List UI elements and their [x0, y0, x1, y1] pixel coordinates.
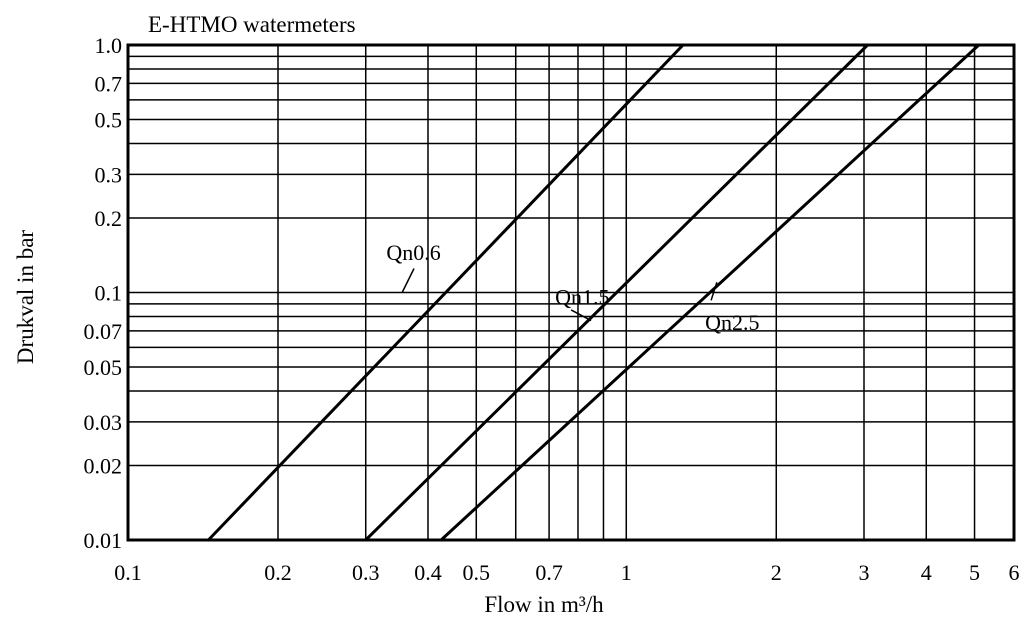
y-tick-label: 0.02	[84, 453, 123, 478]
series-lines	[207, 43, 980, 542]
grid	[128, 45, 1014, 540]
x-tick-label: 0.4	[414, 560, 442, 585]
y-tick-label: 0.07	[84, 319, 123, 344]
y-tick-labels: 0.01 0.02 0.03 0.05 0.07 0.1 0.2 0.3 0.5 0.7 1.0	[84, 33, 123, 553]
y-axis-label: Drukval in bar	[13, 230, 38, 364]
y-tick-label: 0.03	[84, 410, 123, 435]
chart-title: E-HTMO watermeters	[148, 12, 356, 37]
leader-line-qn1-5	[570, 309, 592, 322]
x-tick-label: 5	[969, 560, 980, 585]
y-tick-label: 0.01	[84, 528, 123, 553]
x-tick-label: 0.1	[114, 560, 142, 585]
leader-line-qn2-5	[710, 282, 718, 301]
x-tick-label: 0.3	[352, 560, 380, 585]
y-tick-label: 1.0	[95, 33, 123, 58]
x-tick-label: 4	[921, 560, 932, 585]
x-tick-label: 2	[771, 560, 782, 585]
x-tick-label: 0.7	[535, 560, 563, 585]
x-tick-label: 0.2	[264, 560, 292, 585]
y-tick-label: 0.05	[84, 355, 123, 380]
x-tick-labels: 0.1 0.2 0.3 0.4 0.5 0.7 1 2 3 4 5 6	[114, 560, 1019, 585]
y-tick-label: 0.7	[95, 71, 123, 96]
x-tick-label: 3	[859, 560, 870, 585]
x-tick-label: 6	[1009, 560, 1020, 585]
series-label-qn0-6: Qn0.6	[386, 240, 440, 265]
plot-frame	[126, 43, 1016, 542]
series-labels: Qn0.6 Qn1.5 Qn2.5	[386, 240, 759, 335]
series-label-qn2-5: Qn2.5	[705, 310, 759, 335]
x-tick-label: 1	[621, 560, 632, 585]
y-tick-label: 0.5	[95, 108, 123, 133]
series-line-qn1-5	[364, 43, 869, 542]
series-line-qn0-6	[207, 43, 685, 542]
series-line-qn2-5	[440, 43, 980, 542]
y-tick-label: 0.2	[95, 206, 123, 231]
y-tick-label: 0.3	[95, 162, 123, 187]
x-tick-label: 0.5	[463, 560, 491, 585]
series-label-qn1-5: Qn1.5	[555, 284, 609, 309]
x-axis-label: Flow in m³/h	[484, 592, 604, 617]
y-tick-label: 0.1	[95, 281, 123, 306]
leader-line-qn0-6	[401, 268, 415, 293]
